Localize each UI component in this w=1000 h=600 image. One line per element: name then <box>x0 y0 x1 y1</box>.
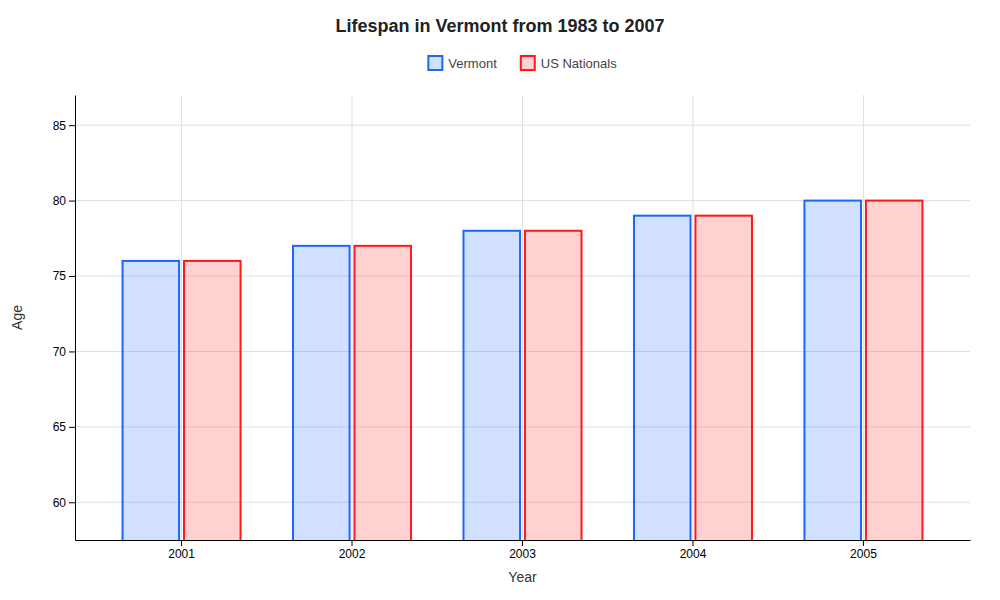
y-axis-title: Age <box>9 305 25 330</box>
grid-line-x <box>863 95 864 540</box>
legend-item: Vermont <box>428 56 497 71</box>
bar <box>293 246 350 540</box>
x-tick: 2003 <box>509 540 536 561</box>
x-tick: 2005 <box>850 540 877 561</box>
y-tick: 75 <box>53 269 75 283</box>
legend-swatch <box>428 56 442 70</box>
bar <box>804 201 861 540</box>
x-tick-label: 2001 <box>168 547 195 561</box>
y-axis-line <box>75 96 76 541</box>
bar <box>354 246 411 540</box>
y-tick: 60 <box>53 496 75 510</box>
bar <box>184 261 241 540</box>
y-tick-mark <box>69 427 75 428</box>
x-tick-label: 2005 <box>850 547 877 561</box>
y-tick-label: 80 <box>53 194 67 208</box>
y-tick-label: 70 <box>53 345 67 359</box>
grid-line-x <box>522 95 523 540</box>
x-tick-label: 2002 <box>339 547 366 561</box>
plot: 60 65 70 75 80 85 2001 2002 2003 2004 2005 <box>53 95 971 600</box>
x-tick-mark <box>181 540 182 546</box>
x-tick-mark <box>863 540 864 546</box>
x-tick: 2001 <box>168 540 195 561</box>
chart: 60 65 70 75 80 85 2001 2002 2003 2004 2005 Year Age L… <box>0 0 1000 600</box>
grid-line-x <box>181 95 182 540</box>
x-tick: 2004 <box>680 540 707 561</box>
x-tick-label: 2003 <box>509 547 536 561</box>
legend: Vermont US Nationals <box>428 56 617 71</box>
x-axis-title: Year <box>508 569 537 585</box>
grid-line-x <box>352 95 353 540</box>
y-tick-label: 75 <box>53 269 67 283</box>
bar <box>695 216 752 540</box>
grid-line-x <box>692 95 693 540</box>
x-tick-mark <box>522 540 523 546</box>
x-tick-mark <box>352 540 353 546</box>
legend-swatch <box>521 56 535 70</box>
bar <box>525 231 582 540</box>
y-tick-mark <box>69 351 75 352</box>
bar <box>634 216 691 540</box>
y-tick-label: 65 <box>53 420 67 434</box>
y-tick-mark <box>69 276 75 277</box>
y-tick: 65 <box>53 420 75 434</box>
y-axis: 60 65 70 75 80 85 <box>53 96 76 541</box>
y-tick-label: 85 <box>53 119 67 133</box>
x-axis: 2001 2002 2003 2004 2005 <box>76 540 971 561</box>
x-tick-mark <box>692 540 693 546</box>
y-tick: 70 <box>53 345 75 359</box>
y-tick-mark <box>69 201 75 202</box>
legend-label: Vermont <box>448 56 497 71</box>
y-tick: 80 <box>53 194 75 208</box>
legend-label: US Nationals <box>541 56 617 71</box>
bar <box>123 261 180 540</box>
y-tick-label: 60 <box>53 496 67 510</box>
bars <box>123 201 923 540</box>
y-tick-mark <box>69 502 75 503</box>
bar <box>463 231 520 540</box>
bar <box>866 201 923 540</box>
y-tick: 85 <box>53 119 75 133</box>
x-tick: 2002 <box>339 540 366 561</box>
legend-item: US Nationals <box>521 56 617 71</box>
title: Lifespan in Vermont from 1983 to 2007 <box>335 16 664 36</box>
x-tick-label: 2004 <box>680 547 707 561</box>
y-tick-mark <box>69 125 75 126</box>
